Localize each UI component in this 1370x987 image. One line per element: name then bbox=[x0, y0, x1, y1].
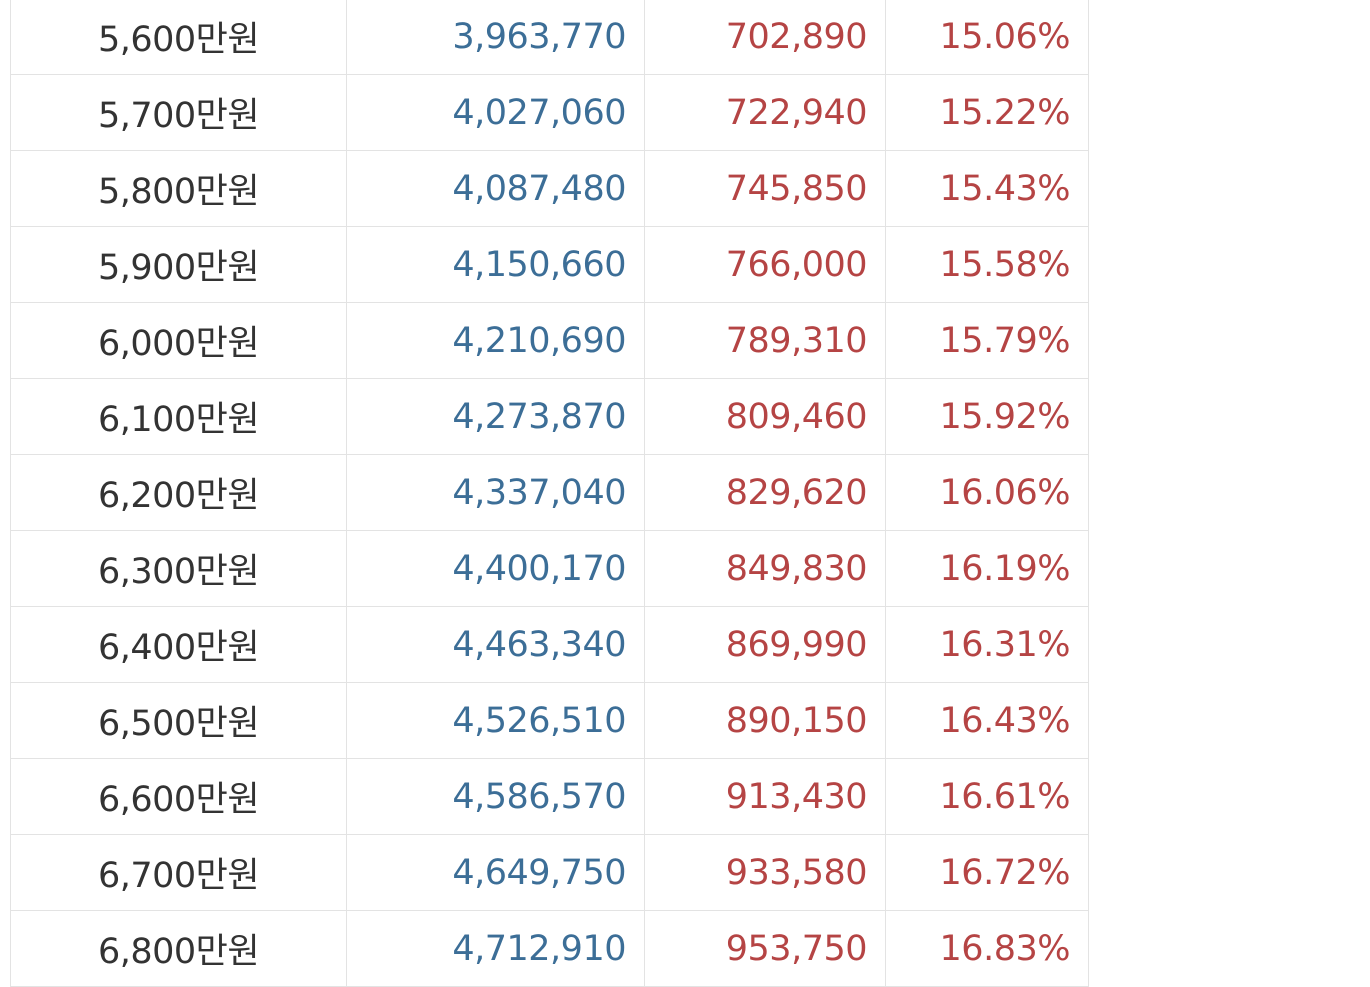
table-row: 6,800만원 4,712,910 953,750 16.83% bbox=[10, 910, 1089, 987]
net-monthly-pay-cell: 4,586,570 bbox=[346, 758, 645, 835]
annual-salary-cell: 6,200만원 bbox=[10, 454, 347, 531]
net-monthly-pay-cell: 3,963,770 bbox=[346, 0, 645, 75]
deduction-rate-cell: 15.79% bbox=[885, 302, 1089, 379]
table-row: 6,700만원 4,649,750 933,580 16.72% bbox=[10, 834, 1089, 911]
deduction-amount-cell: 869,990 bbox=[644, 606, 886, 683]
table-row: 6,000만원 4,210,690 789,310 15.79% bbox=[10, 302, 1089, 379]
annual-salary-cell: 5,800만원 bbox=[10, 150, 347, 227]
deduction-rate-cell: 16.31% bbox=[885, 606, 1089, 683]
table-row: 6,200만원 4,337,040 829,620 16.06% bbox=[10, 454, 1089, 531]
annual-salary-cell: 6,300만원 bbox=[10, 530, 347, 607]
annual-salary-cell: 6,000만원 bbox=[10, 302, 347, 379]
net-monthly-pay-cell: 4,400,170 bbox=[346, 530, 645, 607]
net-monthly-pay-cell: 4,027,060 bbox=[346, 74, 645, 151]
annual-salary-cell: 6,500만원 bbox=[10, 682, 347, 759]
table-row: 5,800만원 4,087,480 745,850 15.43% bbox=[10, 150, 1089, 227]
net-monthly-pay-cell: 4,273,870 bbox=[346, 378, 645, 455]
annual-salary-cell: 6,700만원 bbox=[10, 834, 347, 911]
deduction-rate-cell: 16.83% bbox=[885, 910, 1089, 987]
table-row: 6,600만원 4,586,570 913,430 16.61% bbox=[10, 758, 1089, 835]
table-row: 6,400만원 4,463,340 869,990 16.31% bbox=[10, 606, 1089, 683]
deduction-rate-cell: 16.72% bbox=[885, 834, 1089, 911]
deduction-amount-cell: 829,620 bbox=[644, 454, 886, 531]
deduction-amount-cell: 849,830 bbox=[644, 530, 886, 607]
deduction-rate-cell: 16.19% bbox=[885, 530, 1089, 607]
deduction-rate-cell: 15.43% bbox=[885, 150, 1089, 227]
salary-table-body: 5,600만원 3,963,770 702,890 15.06% 5,700만원 4,02… bbox=[10, 0, 1089, 987]
annual-salary-cell: 6,600만원 bbox=[10, 758, 347, 835]
net-monthly-pay-cell: 4,337,040 bbox=[346, 454, 645, 531]
annual-salary-cell: 6,100만원 bbox=[10, 378, 347, 455]
deduction-amount-cell: 722,940 bbox=[644, 74, 886, 151]
deduction-amount-cell: 890,150 bbox=[644, 682, 886, 759]
table-row: 5,900만원 4,150,660 766,000 15.58% bbox=[10, 226, 1089, 303]
deduction-rate-cell: 16.61% bbox=[885, 758, 1089, 835]
net-monthly-pay-cell: 4,712,910 bbox=[346, 910, 645, 987]
net-monthly-pay-cell: 4,526,510 bbox=[346, 682, 645, 759]
deduction-amount-cell: 809,460 bbox=[644, 378, 886, 455]
deduction-amount-cell: 766,000 bbox=[644, 226, 886, 303]
deduction-amount-cell: 913,430 bbox=[644, 758, 886, 835]
deduction-amount-cell: 953,750 bbox=[644, 910, 886, 987]
salary-table: 5,600만원 3,963,770 702,890 15.06% 5,700만원 4,02… bbox=[10, 0, 1089, 987]
net-monthly-pay-cell: 4,150,660 bbox=[346, 226, 645, 303]
table-row: 5,700만원 4,027,060 722,940 15.22% bbox=[10, 74, 1089, 151]
annual-salary-cell: 6,400만원 bbox=[10, 606, 347, 683]
deduction-rate-cell: 15.58% bbox=[885, 226, 1089, 303]
net-monthly-pay-cell: 4,087,480 bbox=[346, 150, 645, 227]
salary-table-container: 5,600만원 3,963,770 702,890 15.06% 5,700만원 4,02… bbox=[10, 0, 1089, 987]
deduction-amount-cell: 702,890 bbox=[644, 0, 886, 75]
table-row: 6,500만원 4,526,510 890,150 16.43% bbox=[10, 682, 1089, 759]
net-monthly-pay-cell: 4,210,690 bbox=[346, 302, 645, 379]
deduction-rate-cell: 15.22% bbox=[885, 74, 1089, 151]
annual-salary-cell: 6,800만원 bbox=[10, 910, 347, 987]
deduction-amount-cell: 745,850 bbox=[644, 150, 886, 227]
deduction-amount-cell: 933,580 bbox=[644, 834, 886, 911]
annual-salary-cell: 5,900만원 bbox=[10, 226, 347, 303]
annual-salary-cell: 5,600만원 bbox=[10, 0, 347, 75]
deduction-rate-cell: 16.06% bbox=[885, 454, 1089, 531]
net-monthly-pay-cell: 4,463,340 bbox=[346, 606, 645, 683]
table-row: 6,300만원 4,400,170 849,830 16.19% bbox=[10, 530, 1089, 607]
annual-salary-cell: 5,700만원 bbox=[10, 74, 347, 151]
deduction-rate-cell: 15.92% bbox=[885, 378, 1089, 455]
table-row: 6,100만원 4,273,870 809,460 15.92% bbox=[10, 378, 1089, 455]
deduction-rate-cell: 16.43% bbox=[885, 682, 1089, 759]
deduction-rate-cell: 15.06% bbox=[885, 0, 1089, 75]
table-row: 5,600만원 3,963,770 702,890 15.06% bbox=[10, 0, 1089, 75]
net-monthly-pay-cell: 4,649,750 bbox=[346, 834, 645, 911]
deduction-amount-cell: 789,310 bbox=[644, 302, 886, 379]
